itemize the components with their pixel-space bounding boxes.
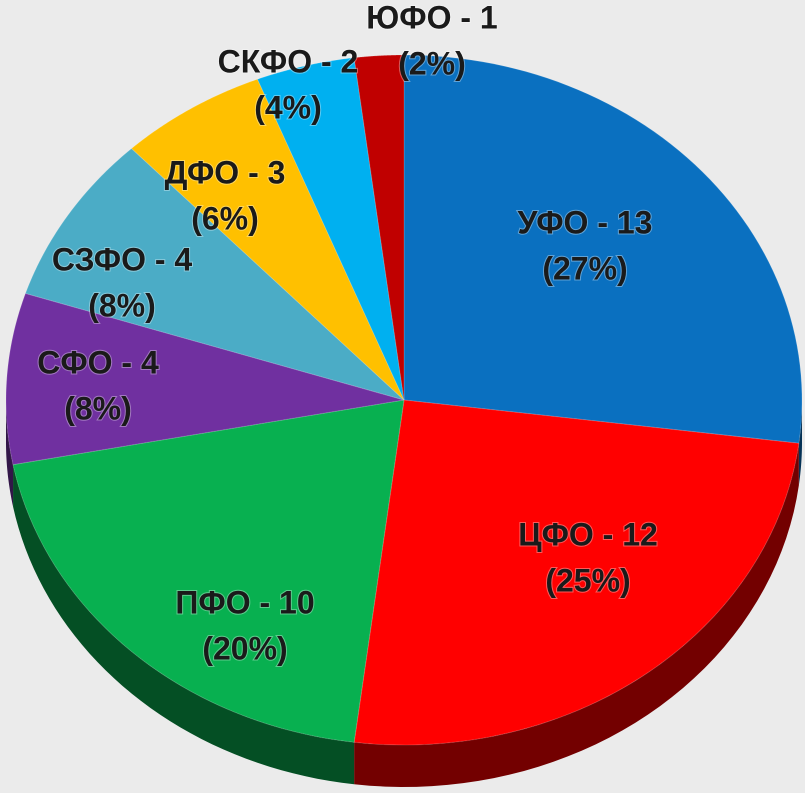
slice-value-label: (20%) [202,630,287,666]
slice-value-label: (25%) [545,562,630,598]
slice [353,399,800,746]
slice [256,57,405,401]
slice-label: СКФО - 2 [218,43,359,79]
slice [12,399,405,743]
slice-value-label: (27%) [542,250,627,286]
slice-label: ДФО - 3 [165,154,286,190]
slice-value-label: (6%) [191,200,259,236]
slice [130,78,405,401]
slice-value-label: (4%) [254,89,322,125]
slice-side [354,443,799,787]
slice [5,292,405,466]
slice-side [13,464,355,785]
slice-label: ЮФО - 1 [366,0,497,35]
slice-value-label: (2%) [398,45,466,81]
slice [403,54,803,444]
slice-value-label: (8%) [88,287,156,323]
slice [353,54,405,401]
slice-value-label: (8%) [64,390,132,426]
slice-label: ЦФО - 12 [518,516,658,552]
slice-label: СЗФО - 4 [52,241,193,277]
slice-label: ПФО - 10 [175,584,314,620]
slice-side [6,400,14,507]
slice-side [798,400,802,486]
slice-label: УФО - 13 [518,204,653,240]
slice [24,147,405,401]
slice-label: СФО - 4 [37,344,159,380]
